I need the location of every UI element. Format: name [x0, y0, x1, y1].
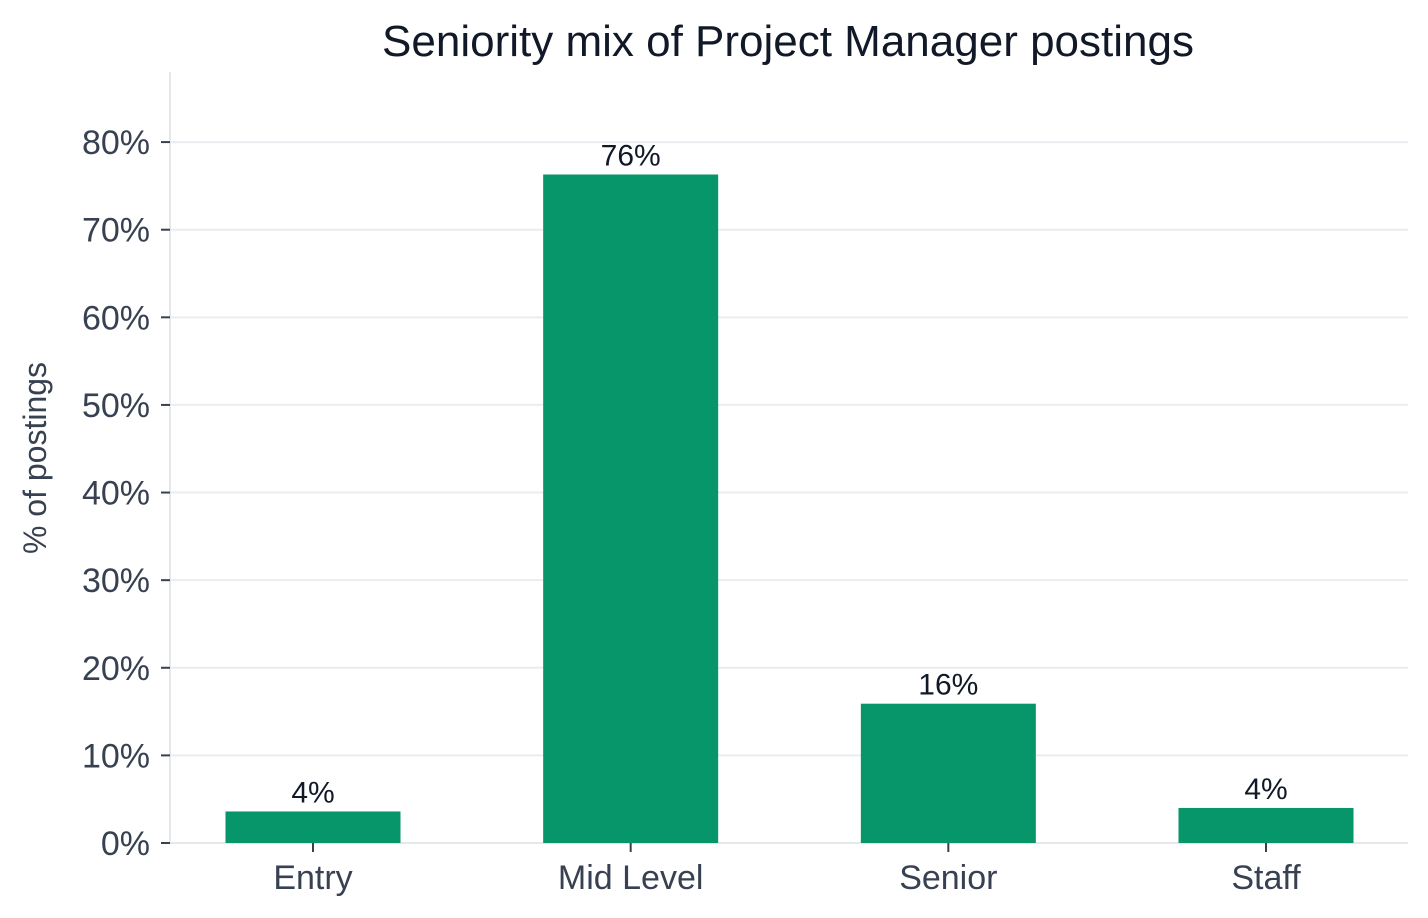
- bar-value-label: 4%: [291, 776, 334, 809]
- y-tick-label: 50%: [82, 387, 150, 425]
- bar-staff: [1178, 807, 1354, 843]
- gridlines: [170, 141, 1408, 757]
- y-axis-label: % of postings: [17, 362, 53, 554]
- x-tick-label: Staff: [1231, 859, 1301, 897]
- x-tick-label: Entry: [273, 859, 352, 897]
- x-tick-label: Mid Level: [558, 859, 704, 897]
- x-axis-ticks: Entry Mid Level Senior Staff: [273, 843, 1301, 897]
- x-tick-label: Senior: [899, 859, 997, 897]
- bar-mid-level: [543, 174, 719, 844]
- y-tick-label: 20%: [82, 650, 150, 688]
- y-tick-label: 0%: [101, 825, 150, 863]
- bars: 4% 76% 16% 4%: [225, 140, 1354, 844]
- y-tick-label: 30%: [82, 562, 150, 600]
- bar-entry: [225, 811, 401, 843]
- y-tick-label: 80%: [82, 124, 150, 162]
- bar-value-label: 16%: [918, 669, 978, 702]
- y-tick-label: 10%: [82, 737, 150, 775]
- y-tick-label: 40%: [82, 475, 150, 513]
- chart-title: Seniority mix of Project Manager posting…: [382, 17, 1194, 66]
- y-tick-label: 70%: [82, 212, 150, 250]
- bar-value-label: 76%: [601, 140, 661, 173]
- bar-value-label: 4%: [1244, 773, 1287, 806]
- y-tick-label: 60%: [82, 299, 150, 337]
- y-axis-ticks: 0% 10% 20% 30% 40% 50% 60% 70% 80%: [82, 124, 170, 863]
- bar-senior: [860, 703, 1036, 843]
